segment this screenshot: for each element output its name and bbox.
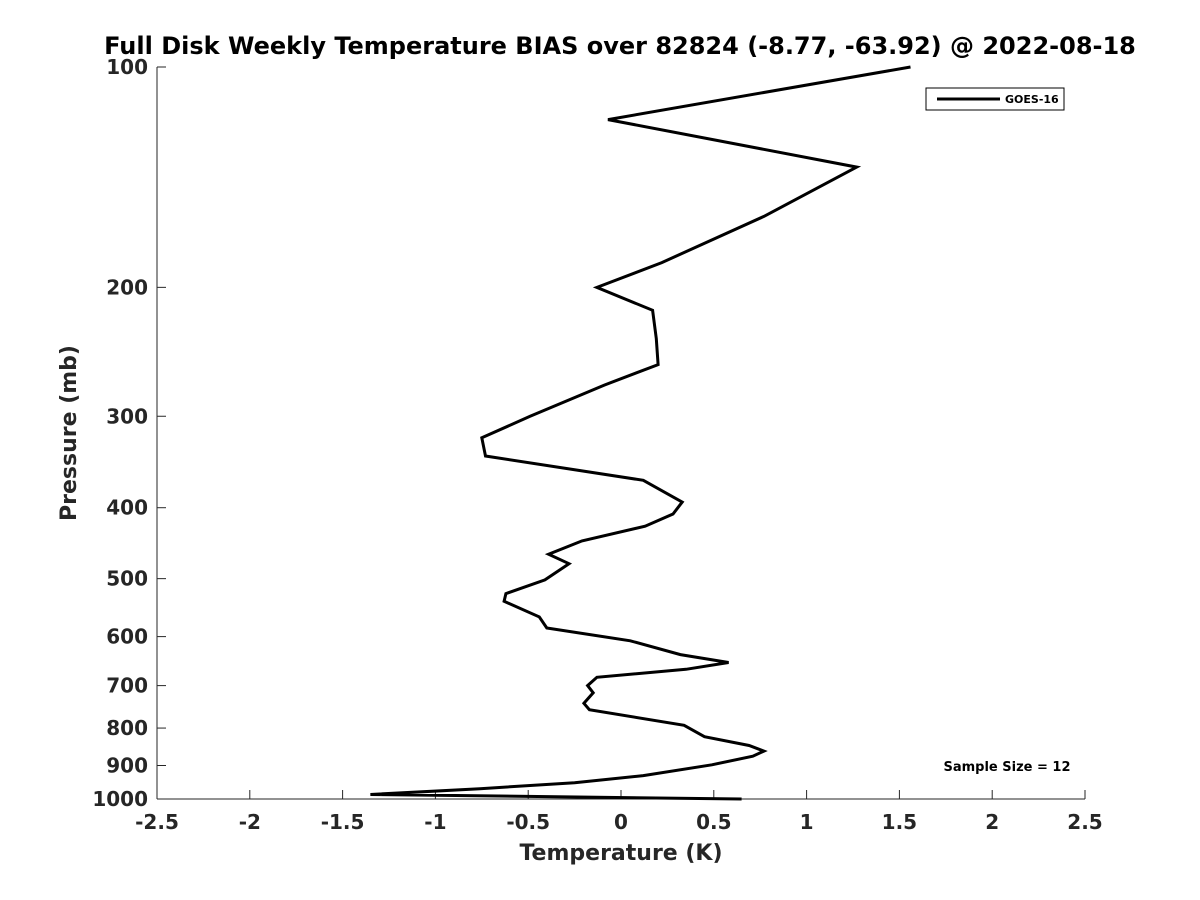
y-axis-label: Pressure (mb) xyxy=(57,345,82,521)
sample-size-annotation: Sample Size = 12 xyxy=(943,760,1070,775)
y-tick-label: 1000 xyxy=(92,787,148,811)
y-tick-label: 500 xyxy=(106,567,148,591)
y-tick-label: 400 xyxy=(106,496,148,520)
x-tick-label: -2 xyxy=(239,810,261,834)
x-tick-label: -1 xyxy=(424,810,446,834)
y-tick-label: 100 xyxy=(106,55,148,79)
legend: GOES-16 xyxy=(925,87,1065,111)
x-axis-label: Temperature (K) xyxy=(519,841,722,866)
series-line-goes-16 xyxy=(370,65,911,801)
x-tick-label: 1.5 xyxy=(882,810,917,834)
chart-title: Full Disk Weekly Temperature BIAS over 8… xyxy=(104,32,1136,60)
y-axis-ticks: 100 200 300 400 500 600 700 800 900 1000 xyxy=(92,55,166,811)
x-tick-label: -1.5 xyxy=(321,810,365,834)
x-tick-label: -2.5 xyxy=(135,810,179,834)
y-tick-label: 300 xyxy=(106,404,148,428)
x-tick-label: 2 xyxy=(985,810,999,834)
y-tick-label: 800 xyxy=(106,716,148,740)
x-tick-label: 1 xyxy=(800,810,814,834)
y-tick-label: 600 xyxy=(106,625,148,649)
x-tick-label: 2.5 xyxy=(1067,810,1102,834)
legend-label-goes16: GOES-16 xyxy=(1005,93,1059,106)
x-tick-label: -0.5 xyxy=(506,810,550,834)
plot-area xyxy=(157,67,1085,799)
x-tick-label: 0.5 xyxy=(696,810,731,834)
x-tick-label: 0 xyxy=(614,810,628,834)
x-axis-ticks: -2.5 -2 -1.5 -1 -0.5 0 0.5 1 1.5 2 2.5 xyxy=(135,790,1103,834)
y-tick-label: 200 xyxy=(106,275,148,299)
series-layer xyxy=(370,65,911,801)
y-tick-label: 900 xyxy=(106,754,148,778)
y-tick-label: 700 xyxy=(106,674,148,698)
